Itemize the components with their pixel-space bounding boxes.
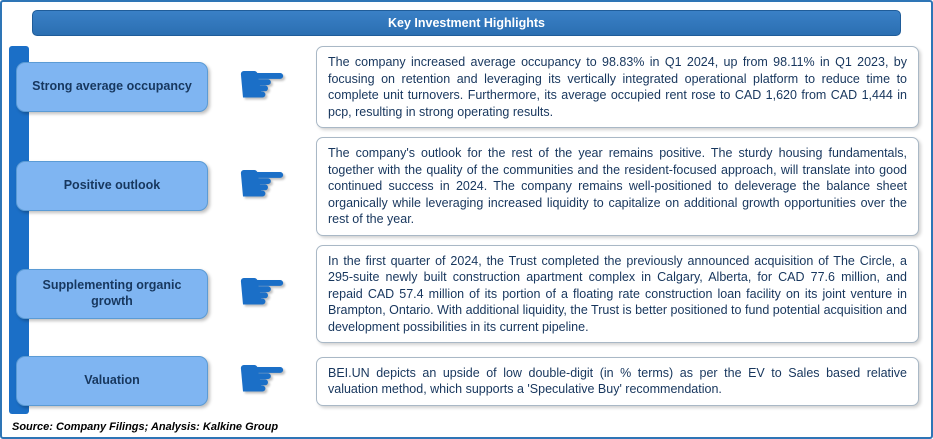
source-note: Source: Company Filings; Analysis: Kalki…: [12, 421, 279, 433]
highlight-label-valuation: Valuation: [16, 356, 208, 406]
highlight-label-organic-growth: Supplementing organic growth: [16, 268, 208, 319]
pointing-hand-icon: ☛: [236, 149, 288, 218]
highlight-label-outlook: Positive outlook: [16, 161, 208, 212]
highlight-text-valuation: BEI.UN depicts an upside of low double-d…: [316, 356, 919, 406]
highlight-text-occupancy: The company increased average occupancy …: [316, 46, 919, 128]
hand-wrap: ☛: [208, 256, 316, 325]
hand-wrap: ☛: [208, 50, 316, 118]
hand-wrap: ☛: [208, 149, 316, 218]
page-title: Key Investment Highlights: [32, 10, 901, 36]
highlight-row-occupancy: Strong average occupancy ☛ The company i…: [16, 46, 919, 128]
highlight-text-outlook: The company's outlook for the rest of th…: [316, 137, 919, 236]
hand-wrap: ☛: [208, 344, 316, 412]
left-accent-bar: [9, 46, 29, 414]
page-title-text: Key Investment Highlights: [388, 16, 545, 30]
highlights-list: Strong average occupancy ☛ The company i…: [2, 46, 931, 410]
highlight-row-valuation: Valuation ☛ BEI.UN depicts an upside of …: [16, 344, 919, 412]
highlight-label-occupancy: Strong average occupancy: [16, 62, 208, 112]
pointing-hand-icon: ☛: [236, 344, 288, 412]
pointing-hand-icon: ☛: [236, 50, 288, 118]
highlight-row-organic-growth: Supplementing organic growth ☛ In the fi…: [16, 244, 919, 343]
highlight-row-outlook: Positive outlook ☛ The company's outlook…: [16, 137, 919, 236]
pointing-hand-icon: ☛: [236, 256, 288, 325]
highlight-text-organic-growth: In the first quarter of 2024, the Trust …: [316, 244, 919, 343]
